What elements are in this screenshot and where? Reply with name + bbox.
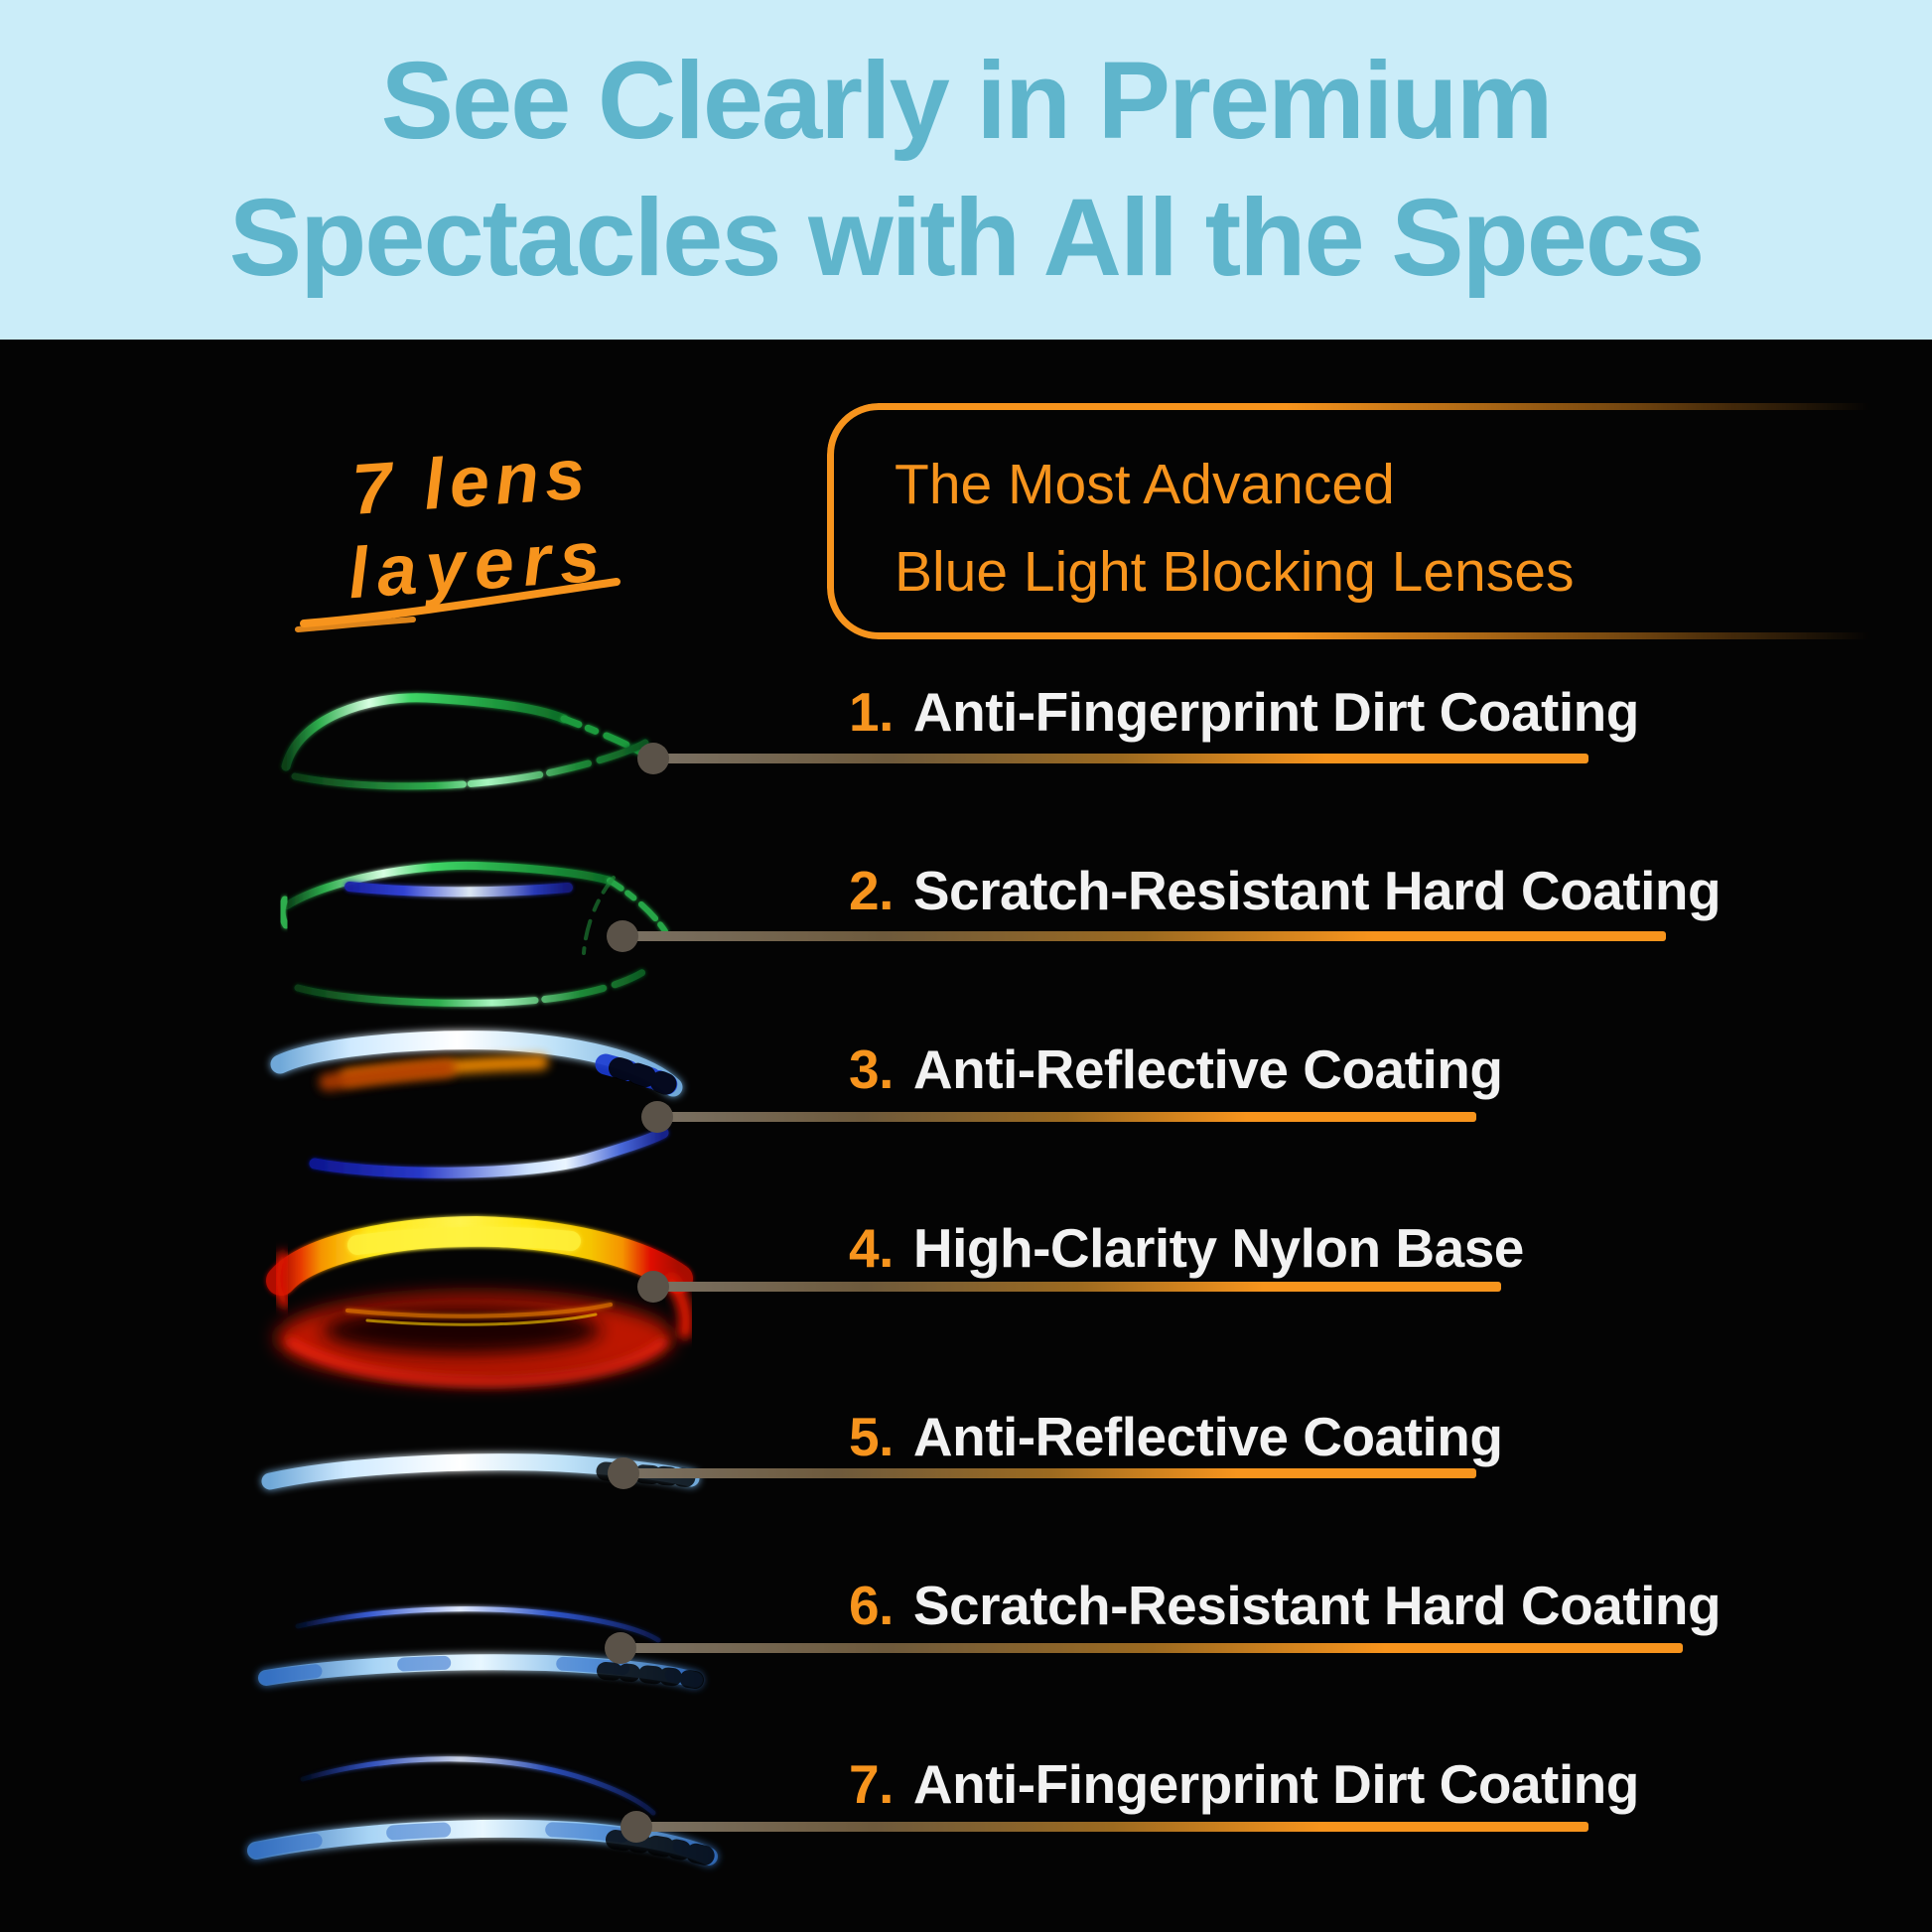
connector-line-5: [623, 1468, 1476, 1478]
layer-item-1-label: Anti-Fingerprint Dirt Coating: [912, 681, 1639, 743]
connector-line-2: [622, 931, 1666, 941]
connector-line-7: [636, 1822, 1588, 1832]
lens-layer-1-graphic: [281, 693, 654, 790]
banner-title-line1: See Clearly in Premium: [380, 40, 1554, 162]
layer-item-1-number: 1.: [849, 681, 894, 743]
layer-item-2-number: 2.: [849, 860, 894, 921]
layer-item-3-number: 3.: [849, 1038, 894, 1100]
layer-item-5-label: Anti-Reflective Coating: [912, 1406, 1503, 1467]
layer-item-6: 6. Scratch-Resistant Hard Coating: [849, 1575, 1722, 1636]
connector-line-1: [653, 754, 1588, 763]
layer-item-2: 2. Scratch-Resistant Hard Coating: [849, 860, 1722, 921]
layer-item-6-label: Scratch-Resistant Hard Coating: [912, 1575, 1722, 1636]
note-underline-stroke: [295, 578, 621, 632]
banner-title-line2: Spectacles with All the Specs: [228, 177, 1706, 299]
connector-line-4: [653, 1282, 1501, 1292]
layer-item-4-number: 4.: [849, 1217, 894, 1279]
info-box-line1: The Most Advanced: [895, 453, 1395, 516]
layer-item-4-label: High-Clarity Nylon Base: [912, 1217, 1525, 1279]
connector-line-3: [657, 1112, 1476, 1122]
connector-dot-1: [637, 743, 669, 774]
layer-item-2-label: Scratch-Resistant Hard Coating: [912, 860, 1722, 921]
lens-layer-3-graphic: [270, 1031, 684, 1178]
note-line1: 7 lens: [349, 434, 594, 530]
layer-item-3-label: Anti-Reflective Coating: [912, 1038, 1503, 1100]
banner: See Clearly in Premium Spectacles with A…: [0, 0, 1932, 340]
info-box-outline: [827, 403, 1932, 639]
info-box-line2: Blue Light Blocking Lenses: [895, 540, 1575, 604]
connector-dot-5: [608, 1457, 639, 1489]
layer-item-7-label: Anti-Fingerprint Dirt Coating: [912, 1753, 1639, 1815]
connector-dot-3: [641, 1101, 673, 1133]
connector-line-6: [621, 1643, 1683, 1653]
connector-dot-4: [637, 1271, 669, 1303]
layer-item-6-number: 6.: [849, 1575, 894, 1636]
connector-dot-7: [621, 1811, 652, 1843]
layer-item-7: 7. Anti-Fingerprint Dirt Coating: [849, 1755, 1639, 1813]
layer-item-5: 5. Anti-Reflective Coating: [849, 1406, 1503, 1467]
connector-dot-2: [607, 920, 638, 952]
layer-item-4: 4. High-Clarity Nylon Base: [849, 1219, 1524, 1277]
layer-item-1: 1. Anti-Fingerprint Dirt Coating: [849, 683, 1639, 741]
info-box: The Most Advanced Blue Light Blocking Le…: [895, 441, 1574, 616]
layer-item-3: 3. Anti-Reflective Coating: [849, 1038, 1503, 1100]
layer-item-7-number: 7.: [849, 1753, 894, 1815]
layer-item-5-number: 5.: [849, 1406, 894, 1467]
connector-dot-6: [605, 1632, 636, 1664]
lens-layer-4-graphic: [266, 1215, 693, 1387]
